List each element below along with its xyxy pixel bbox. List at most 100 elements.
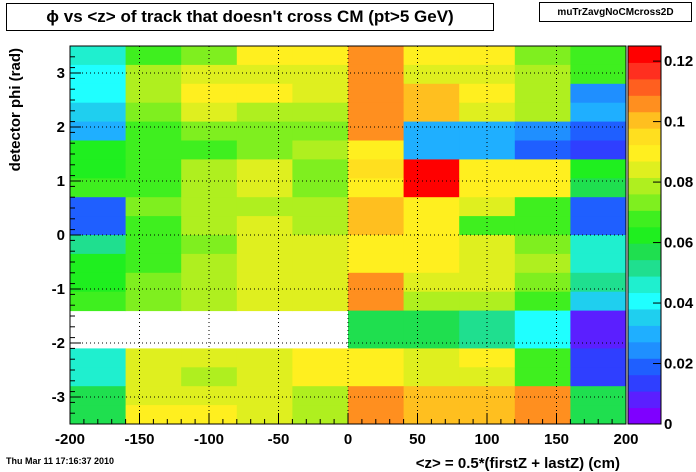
heatmap-cell — [125, 102, 182, 123]
heatmap-cell — [125, 216, 182, 236]
heatmap-cell — [292, 197, 349, 217]
heatmap-cell — [292, 140, 349, 160]
heatmap-cell — [236, 272, 293, 293]
heatmap-cell — [514, 64, 571, 85]
heatmap-cell — [514, 216, 571, 236]
x-tick-label: -100 — [194, 431, 224, 448]
heatmap-cell — [459, 235, 516, 255]
heatmap-cell — [181, 291, 238, 312]
heatmap-cell — [236, 64, 293, 85]
heatmap-cell — [181, 102, 238, 123]
heatmap-cell — [125, 64, 182, 85]
z-tick-label: 0.04 — [664, 295, 694, 312]
histogram-name-label: muTrZavgNoCMcross2D — [539, 2, 692, 22]
heatmap-cell — [236, 46, 293, 66]
heatmap-cell — [292, 348, 349, 368]
heatmap-cell — [403, 64, 460, 85]
heatmap-cell — [125, 272, 182, 293]
heatmap-cell — [236, 140, 293, 160]
palette-swatch — [628, 374, 661, 392]
heatmap-cell — [514, 121, 571, 141]
heatmap-cell — [514, 178, 571, 198]
heatmap-cell — [236, 197, 293, 217]
palette-swatch — [628, 358, 661, 376]
heatmap-cell — [403, 46, 460, 66]
heatmap-cell — [403, 386, 460, 406]
y-axis-label: detector phi (rad) — [7, 48, 24, 171]
x-tick-label: -50 — [268, 431, 290, 448]
heatmap-cell — [348, 329, 405, 349]
heatmap-cell — [181, 253, 238, 274]
heatmap-cell — [125, 253, 182, 274]
heatmap-cell — [570, 253, 627, 274]
heatmap-cell — [125, 178, 182, 198]
heatmap-cell — [570, 310, 627, 330]
heatmap-cell — [570, 291, 627, 312]
heatmap-cell — [292, 121, 349, 141]
palette-swatch — [628, 95, 661, 113]
heatmap-cell — [403, 272, 460, 293]
heatmap-cell — [292, 291, 349, 312]
heatmap-cell — [70, 272, 127, 293]
chart-title: ϕ vs <z> of track that doesn't cross CM … — [6, 3, 494, 31]
heatmap-cell — [181, 121, 238, 141]
heatmap-cell — [70, 216, 127, 236]
heatmap-cell — [570, 367, 627, 387]
heatmap-cell — [181, 46, 238, 66]
x-tick-label: 200 — [613, 431, 638, 448]
heatmap-cell — [292, 272, 349, 293]
y-tick-label: -1 — [52, 281, 65, 298]
heatmap-cell — [125, 291, 182, 312]
heatmap-cell — [514, 159, 571, 179]
heatmap-cell — [514, 367, 571, 387]
heatmap-cell — [459, 102, 516, 123]
heatmap-cell — [514, 83, 571, 104]
heatmap-cell — [70, 386, 127, 406]
heatmap-cell — [70, 140, 127, 160]
heatmap-cell — [348, 102, 405, 123]
heatmap-cell — [459, 329, 516, 349]
heatmap-cell — [459, 83, 516, 104]
heatmap-cell — [570, 159, 627, 179]
heatmap-cell — [514, 46, 571, 66]
heatmap-cell — [348, 235, 405, 255]
heatmap-cell — [459, 121, 516, 141]
y-tick-label: -2 — [52, 335, 65, 352]
heatmap-cell — [292, 46, 349, 66]
heatmap-cell — [236, 348, 293, 368]
heatmap-cell — [514, 272, 571, 293]
heatmap-cell — [348, 386, 405, 406]
z-tick-label: 0.02 — [664, 356, 693, 373]
palette-swatch — [628, 111, 661, 129]
heatmap-cell — [292, 178, 349, 198]
heatmap-cell — [459, 253, 516, 274]
heatmap-cell — [348, 216, 405, 236]
heatmap-cell — [348, 291, 405, 312]
heatmap-cell — [514, 386, 571, 406]
x-axis-label: <z> = 0.5*(firstZ + lastZ) (cm) — [416, 455, 620, 472]
x-tick-label: 50 — [409, 431, 426, 448]
y-tick-label: 2 — [57, 119, 65, 136]
palette-swatch — [628, 325, 661, 343]
heatmap-cell — [348, 64, 405, 85]
heatmap-cell — [125, 386, 182, 406]
heatmap-cell — [181, 178, 238, 198]
heatmap-cell — [70, 83, 127, 104]
heatmap-cell — [514, 102, 571, 123]
heatmap-cell — [403, 121, 460, 141]
x-tick-label: -200 — [55, 431, 85, 448]
heatmap-cell — [348, 310, 405, 330]
heatmap-cell — [70, 102, 127, 123]
palette-swatch — [628, 161, 661, 178]
heatmap-cell — [70, 253, 127, 274]
heatmap-cell — [403, 159, 460, 179]
heatmap-cell — [292, 367, 349, 387]
heatmap-cell — [348, 159, 405, 179]
heatmap-cell — [459, 367, 516, 387]
heatmap-cell — [570, 140, 627, 160]
heatmap-cell — [70, 367, 127, 387]
heatmap-cell — [292, 159, 349, 179]
heatmap-cell — [125, 83, 182, 104]
y-tick-label: 0 — [57, 227, 65, 244]
heatmap-cell — [292, 102, 349, 123]
